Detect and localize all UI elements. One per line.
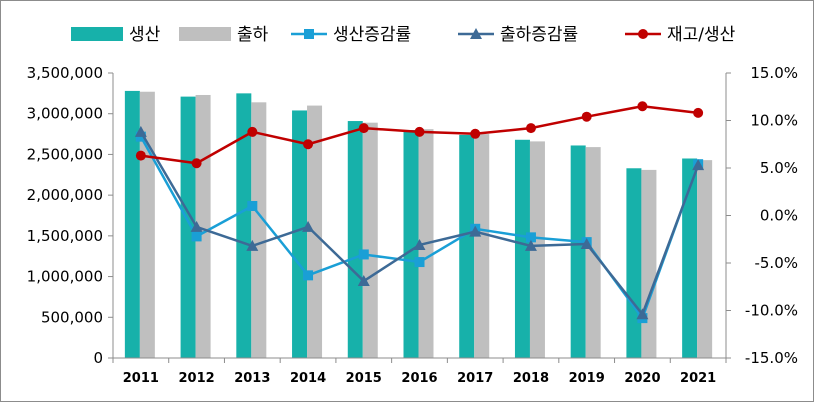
point-재고/생산: [525, 123, 536, 134]
point-출하증감률: [413, 238, 426, 250]
point-출하증감률: [190, 220, 203, 232]
point-출하증감률: [469, 225, 482, 237]
bar-생산: [292, 110, 308, 358]
legend-marker-생산증감률: [304, 29, 314, 39]
point-생산증감률: [191, 231, 202, 242]
bar-출하: [529, 141, 545, 358]
legend: 생산 출하 생산증감률 출하증감률 재고/생산: [71, 25, 736, 45]
point-출하증감률: [692, 159, 705, 171]
x-tick-label: 2019: [569, 371, 605, 386]
point-재고/생산: [637, 101, 648, 112]
point-출하증감률: [302, 220, 315, 232]
point-출하증감률: [580, 238, 593, 249]
bar-출하: [251, 102, 267, 358]
bar-생산: [570, 145, 586, 358]
point-출하증감률: [134, 125, 147, 137]
point-출하증감률: [246, 239, 259, 251]
right-tick-label: 0.0%: [760, 207, 798, 225]
point-출하증감률: [636, 308, 649, 320]
bar-생산: [682, 158, 698, 358]
legend-marker-재고/생산: [638, 29, 648, 39]
point-재고/생산: [693, 107, 704, 118]
point-재고/생산: [358, 123, 369, 134]
bar-생산: [514, 139, 530, 358]
legend-label-재고/생산: 재고/생산: [667, 25, 736, 45]
right-tick-label: -15.0%: [745, 349, 798, 367]
point-생산증감률: [414, 257, 425, 268]
left-tick-label: 1,000,000: [27, 268, 103, 286]
left-tick-label: 500,000: [41, 308, 103, 326]
point-재고/생산: [303, 139, 314, 150]
point-출하증감률: [524, 239, 537, 251]
right-tick-label: -10.0%: [745, 302, 798, 320]
line-series: [134, 101, 705, 324]
bar-생산: [626, 168, 642, 358]
legend-label-생산: 생산: [129, 25, 161, 45]
point-생산증감률: [247, 201, 258, 211]
x-tick-label: 2017: [457, 371, 493, 386]
right-tick-label: -5.0%: [754, 254, 798, 272]
legend-swatch-출하: [179, 27, 231, 41]
right-tick-label: 10.0%: [750, 112, 798, 130]
x-tick-label: 2014: [290, 371, 326, 386]
point-재고/생산: [581, 111, 592, 122]
legend-marker-출하증감률: [470, 28, 482, 39]
bar-생산: [124, 90, 140, 359]
point-생산증감률: [358, 249, 369, 260]
bar-생산: [403, 130, 419, 358]
left-tick-label: 0: [93, 349, 103, 367]
point-재고/생산: [414, 126, 425, 137]
point-생산증감률: [303, 270, 314, 281]
left-tick-label: 3,500,000: [27, 64, 103, 82]
right-axis: -15.0% -10.0% -5.0% 0.0% 5.0% 10.0% 15.0%: [725, 64, 798, 367]
bar-출하: [474, 134, 490, 358]
point-재고/생산: [135, 150, 146, 161]
x-tick-label: 2012: [178, 371, 214, 386]
x-tick-label: 2016: [401, 371, 437, 386]
right-tick-label: 15.0%: [750, 64, 798, 82]
bar-출하: [362, 122, 378, 359]
x-axis: 2011 2012 2013 2014 2015 2016 2017 2018 2019 2020…: [112, 357, 727, 386]
point-재고/생산: [247, 126, 258, 137]
x-tick-label: 2013: [234, 371, 270, 386]
point-재고/생산: [470, 128, 481, 139]
left-tick-label: 2,000,000: [27, 186, 103, 204]
point-출하증감률: [357, 275, 370, 287]
left-tick-label: 1,500,000: [27, 227, 103, 245]
x-tick-label: 2018: [513, 371, 549, 386]
left-tick-label: 3,000,000: [27, 105, 103, 123]
bar-생산: [347, 121, 363, 359]
point-재고/생산: [191, 158, 202, 169]
left-axis: 0 500,000 1,000,000 1,500,000 2,000,000 2,500…: [27, 64, 114, 367]
legend-label-출하증감률: 출하증감률: [500, 25, 578, 45]
legend-label-출하: 출하: [237, 25, 269, 45]
bar-출하: [641, 169, 657, 358]
point-생산증감률: [525, 232, 536, 243]
legend-swatch-생산: [71, 27, 123, 41]
legend-label-생산증감률: 생산증감률: [333, 25, 411, 45]
bar-생산: [459, 134, 475, 358]
left-tick-label: 2,500,000: [27, 145, 103, 163]
x-tick-label: 2011: [123, 371, 159, 386]
bar-생산: [236, 93, 252, 358]
x-tick-label: 2020: [624, 371, 660, 386]
bar-출하: [697, 160, 713, 358]
x-tick-label: 2021: [680, 371, 716, 386]
bar-series: [124, 90, 713, 359]
right-tick-label: 5.0%: [760, 159, 798, 177]
x-tick-label: 2015: [346, 371, 382, 386]
